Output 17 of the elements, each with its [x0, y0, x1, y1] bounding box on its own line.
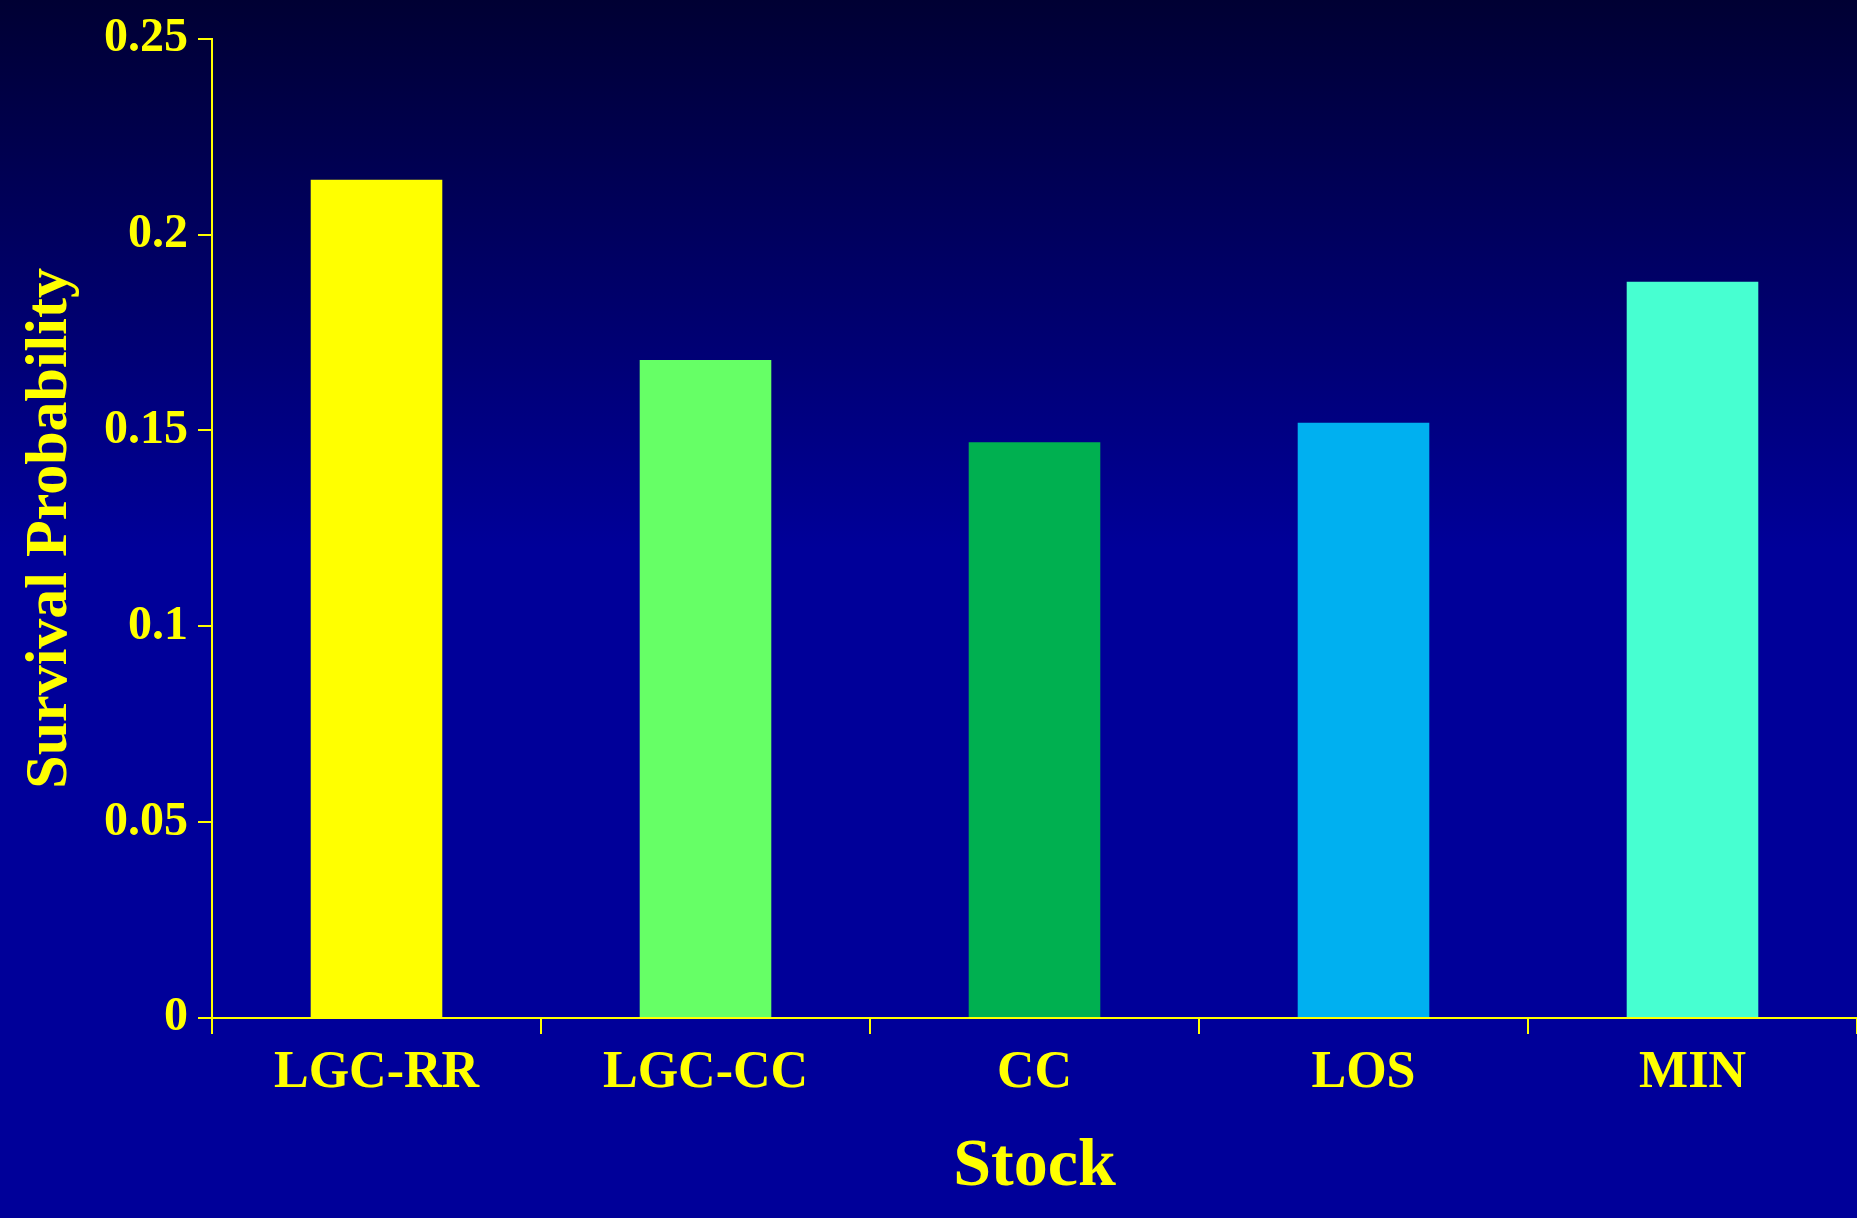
- y-tick-label: 0: [164, 987, 188, 1041]
- y-tick-label: 0.2: [128, 204, 188, 258]
- y-axis-title: Survival Probability: [12, 268, 79, 789]
- bar: [1626, 281, 1759, 1017]
- bar: [1297, 422, 1430, 1017]
- bar: [968, 442, 1101, 1017]
- y-tick-label: 0.05: [104, 791, 188, 845]
- x-tick-label: LGC-CC: [602, 1040, 809, 1098]
- y-tick-label: 0.15: [104, 399, 188, 453]
- x-tick-label: LGC-RR: [273, 1040, 481, 1098]
- x-tick-label: CC: [996, 1040, 1073, 1098]
- x-tick-label: MIN: [1639, 1040, 1746, 1098]
- x-tick-label: LOS: [1311, 1040, 1416, 1098]
- y-tick-label: 0.25: [104, 8, 188, 62]
- y-tick-label: 0.1: [128, 595, 188, 649]
- bar: [639, 359, 772, 1017]
- x-axis-title: Stock: [953, 1123, 1116, 1200]
